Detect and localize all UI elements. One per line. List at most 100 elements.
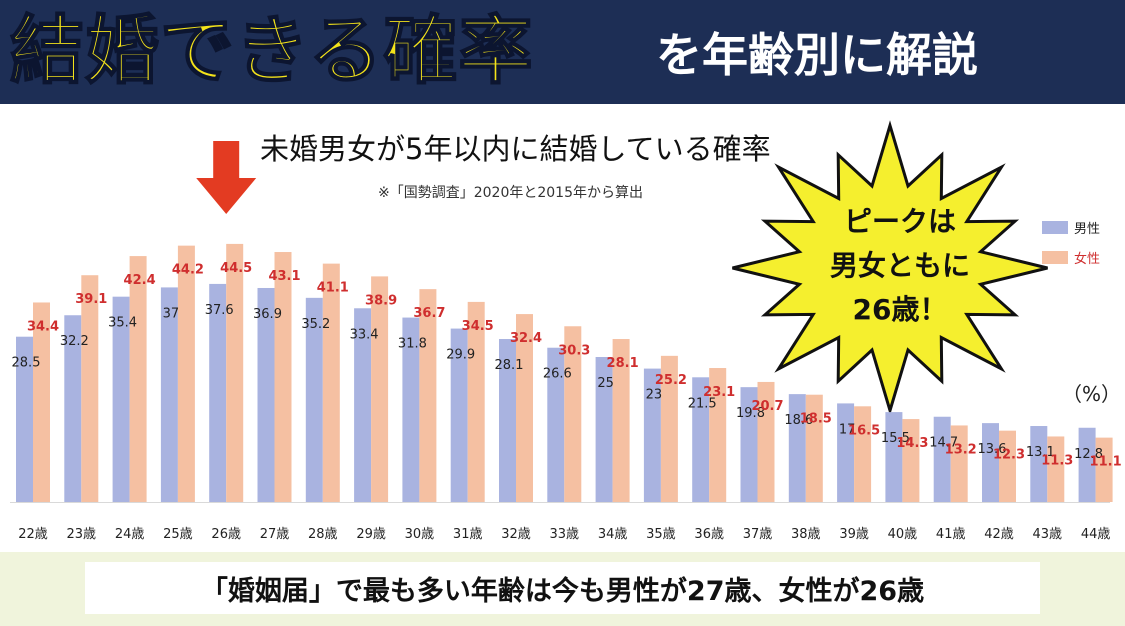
unit-label: （%） [1062,382,1122,406]
data-label-male: 28.1 [495,358,524,373]
data-label-female: 34.4 [27,319,59,334]
banner-title: 結婚できる確率 [9,7,534,95]
bar-female [226,243,244,502]
legend-item-female: 女性 [1042,248,1100,267]
x-tick-label: 43歳 [1033,527,1063,542]
x-tick-label: 36歳 [694,527,724,542]
data-label-female: 44.2 [172,263,204,278]
x-tick-label: 29歳 [356,527,386,542]
title-banner: 結婚できる確率 を年齢別に解説 [0,0,1125,104]
data-label-male: 19.8 [736,406,765,421]
data-label-female: 18.5 [800,412,832,427]
bar-female [516,314,533,502]
bar-female [371,276,389,502]
bar-male [64,315,82,502]
data-label-female: 39.1 [75,292,107,307]
bar-male [160,287,178,502]
bar-male [837,403,855,502]
data-label-male: 13.6 [978,442,1007,457]
x-tick-label: 38歳 [791,527,821,542]
data-label-male: 17 [839,422,856,437]
bar-male [1030,426,1048,502]
data-label-female: 11.3 [1041,453,1073,468]
bar-male [547,347,565,502]
data-label-female: 25.2 [655,373,687,388]
data-label-male: 37 [163,306,180,321]
bar-male [982,423,999,502]
data-label-male: 33.4 [350,327,379,342]
data-label-male: 35.2 [301,317,330,332]
banner-subtitle: を年齢別に解説 [656,28,978,82]
bar-female [660,355,678,502]
bar-male [643,368,661,502]
data-label-male: 32.2 [60,334,89,349]
chart-title: 未婚男女が5年以内に結婚している確率 [260,132,771,166]
bar-female [1047,436,1065,502]
bar-female [805,394,823,502]
bar-female [322,263,340,502]
legend: 男性 女性 [1042,218,1100,278]
bar-male [692,377,710,502]
data-label-female: 12.3 [993,448,1025,463]
data-label-female: 38.9 [365,293,397,308]
data-label-female: 14.3 [896,436,928,451]
bar-female [950,425,968,502]
data-label-female: 34.5 [462,319,494,334]
legend-item-male: 男性 [1042,218,1100,237]
x-tick-label: 31歳 [453,527,483,542]
peak-callout-burst [732,120,1048,416]
data-label-female: 36.7 [413,306,445,321]
bar-male [257,287,275,502]
x-tick-label: 24歳 [115,527,145,542]
bar-male [402,317,420,502]
bar-male [16,336,33,502]
data-label-female: 42.4 [124,273,156,288]
data-label-female: 43.1 [268,269,300,284]
chart-subtitle: ※「国勢調査」2020年と2015年から算出 [378,185,643,201]
peak-callout-line-2: 男女ともに [829,249,970,282]
x-tick-label: 35歳 [646,527,676,542]
bar-female [612,339,630,502]
data-label-male: 35.4 [108,316,137,331]
data-label-male: 36.9 [253,307,282,322]
x-tick-label: 41歳 [936,527,966,542]
bar-male [885,412,903,502]
legend-swatch-male [1042,221,1068,234]
bar-female [129,256,147,502]
x-tick-label: 32歳 [501,527,531,542]
bar-female [33,302,50,502]
x-tick-label: 33歳 [550,527,580,542]
bar-female [467,301,485,502]
x-tick-label: 39歳 [839,527,869,542]
bar-female [854,406,872,502]
bar-female [564,326,582,502]
bar-male [1078,427,1096,502]
data-label-male: 12.8 [1074,447,1103,462]
bar-male [933,416,951,502]
bar-male [499,339,516,502]
footer: 「婚姻届」で最も多い年齢は今も男性が27歳、女性が26歳 [0,552,1125,626]
data-label-female: 44.5 [220,261,252,276]
data-label-male: 31.8 [398,337,427,352]
bar-male [450,328,468,502]
bar-female [757,381,775,502]
data-label-female: 41.1 [317,281,349,296]
data-label-male: 14.7 [929,436,958,451]
data-label-male: 25 [597,376,614,391]
peak-arrow-icon [196,141,257,214]
bar-female [902,419,920,502]
peak-callout-text: ピークは 男女ともに 26歳！ [800,200,1000,332]
data-label-male: 29.9 [446,348,475,363]
bar-male [305,297,323,502]
data-label-male: 37.6 [205,303,234,318]
footer-caption: 「婚姻届」で最も多い年齢は今も男性が27歳、女性が26歳 [85,562,1040,614]
bar-female [709,368,727,502]
bar-female [999,430,1016,502]
x-tick-label: 28歳 [308,527,338,542]
legend-label-female: 女性 [1074,252,1101,267]
bar-male [112,296,130,502]
data-label-male: 13.1 [1026,445,1055,460]
peak-callout-line-3: 26歳！ [852,293,948,326]
bar-male [740,387,758,502]
data-label-female: 23.1 [703,385,735,400]
